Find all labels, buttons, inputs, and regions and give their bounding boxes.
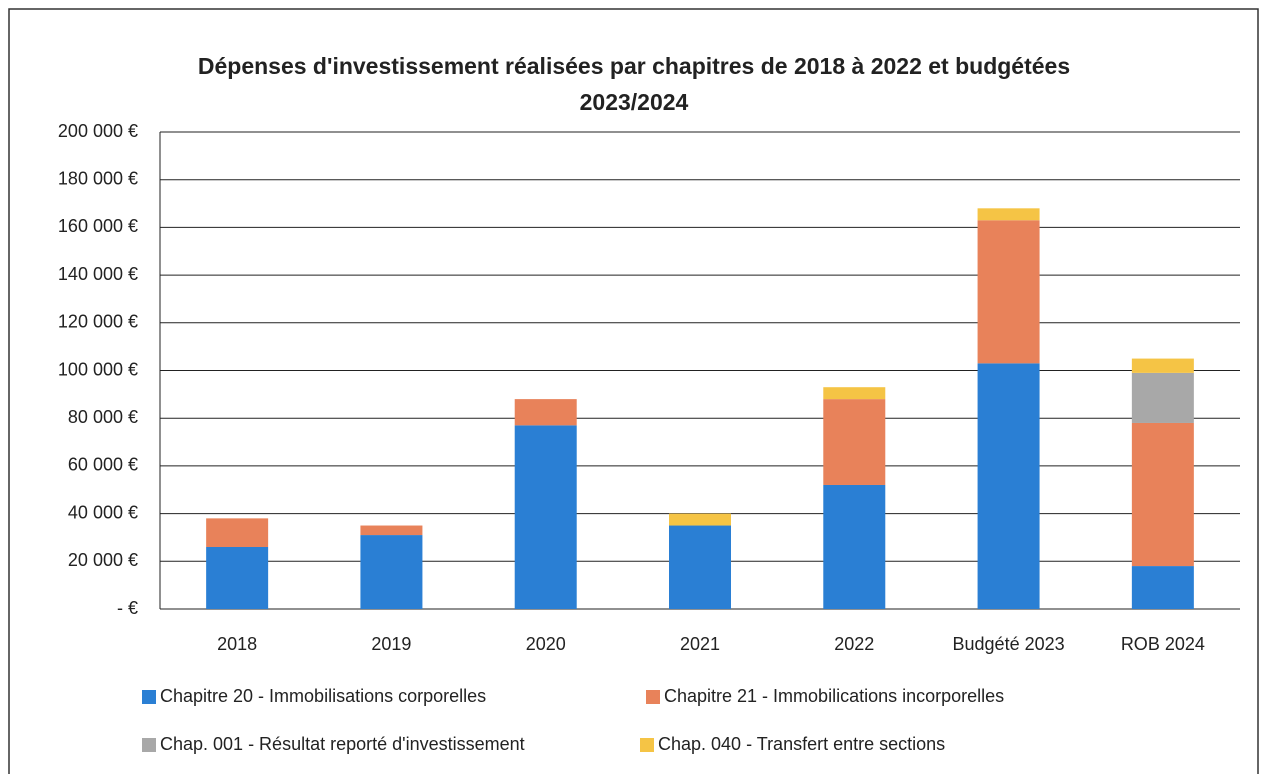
y-tick-label: 20 000 €	[68, 550, 138, 570]
legend-swatch	[646, 690, 660, 704]
legend-label: Chapitre 21 - Immobilications incorporel…	[664, 686, 1004, 706]
bar-segment	[669, 513, 731, 526]
bar-segment	[1131, 422, 1194, 567]
chart-frame	[8, 8, 1259, 774]
y-tick-label: 80 000 €	[68, 407, 138, 427]
x-tick-label: Budgété 2023	[953, 634, 1065, 654]
bar-segment	[669, 525, 731, 609]
x-tick-label: 2022	[834, 634, 874, 654]
y-tick-label: 160 000 €	[58, 216, 138, 236]
legend-swatch	[640, 738, 654, 752]
y-tick-label: 40 000 €	[68, 502, 138, 522]
bar-segment	[823, 484, 886, 609]
bar-segment	[1131, 358, 1194, 373]
x-tick-label: 2021	[680, 634, 720, 654]
legend-label: Chapitre 20 - Immobilisations corporelle…	[160, 686, 486, 706]
bar-segment	[514, 399, 577, 426]
x-tick-label: 2020	[526, 634, 566, 654]
legend-label: Chap. 001 - Résultat reporté d'investiss…	[160, 734, 525, 754]
bar-segment	[977, 220, 1040, 364]
legend-label: Chap. 040 - Transfert entre sections	[658, 734, 945, 754]
y-tick-label: 60 000 €	[68, 455, 138, 475]
bar-segment	[206, 518, 269, 547]
legend-swatch	[142, 738, 156, 752]
bar-segment	[823, 387, 886, 400]
bar-segment	[977, 208, 1040, 221]
x-tick-label: ROB 2024	[1121, 634, 1205, 654]
bar-segment	[206, 546, 269, 609]
y-tick-label: - €	[117, 598, 138, 618]
chart-title: Dépenses d'investissement réalisées par …	[197, 53, 1071, 115]
y-tick-label: 120 000 €	[58, 312, 138, 332]
bar-segment	[1131, 372, 1194, 423]
y-tick-label: 200 000 €	[58, 121, 138, 141]
y-tick-label: 180 000 €	[58, 168, 138, 188]
x-tick-label: 2018	[217, 634, 257, 654]
x-tick-label: 2019	[371, 634, 411, 654]
bar-segment	[1131, 566, 1194, 609]
y-tick-label: 100 000 €	[58, 359, 138, 379]
bar-segment	[823, 399, 886, 485]
bar-segment	[977, 363, 1040, 609]
legend-swatch	[142, 690, 156, 704]
bar-segment	[360, 535, 423, 609]
bar-segment	[360, 525, 423, 536]
y-tick-label: 140 000 €	[58, 264, 138, 284]
bar-segment	[514, 425, 577, 609]
